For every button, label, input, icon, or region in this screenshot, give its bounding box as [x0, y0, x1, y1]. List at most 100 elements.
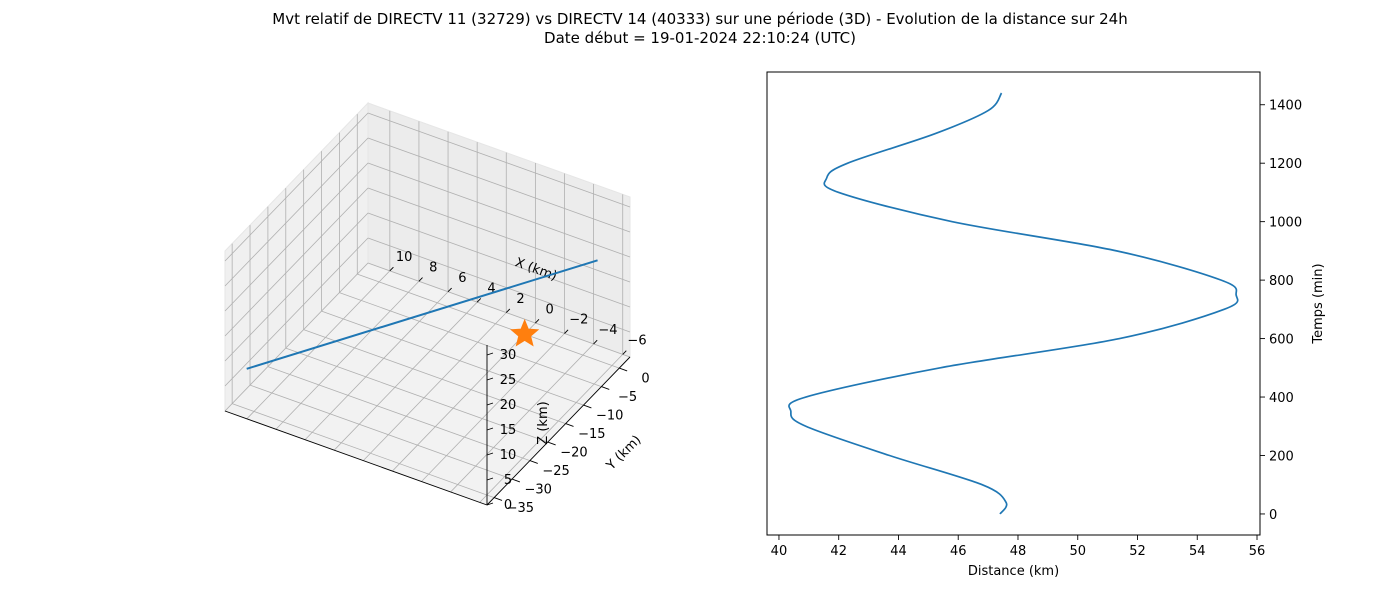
gridline-y — [232, 403, 495, 498]
x-tick-label: 44 — [890, 544, 907, 559]
z-tick — [486, 452, 494, 456]
gridline-z — [367, 187, 631, 283]
gridline-x — [333, 301, 478, 451]
x-tick-label: −6 — [627, 334, 646, 349]
x-tick — [505, 308, 511, 313]
figure-title: Mvt relatif de DIRECTV 11 (32729) vs DIR… — [0, 10, 1400, 48]
gridline-z — [224, 237, 369, 387]
x-tick-label: 8 — [429, 260, 437, 275]
title-line-1: Mvt relatif de DIRECTV 11 (32729) vs DIR… — [272, 10, 1128, 28]
gridline-x — [246, 270, 391, 420]
x-tick-label: 48 — [1010, 544, 1027, 559]
y-tick — [529, 460, 538, 464]
gridline-x — [304, 291, 449, 441]
y-tick-label: 1200 — [1269, 157, 1302, 172]
gridline-y — [321, 310, 584, 406]
x-tick — [622, 350, 627, 355]
z-tick — [486, 352, 494, 356]
x-tick-label: 50 — [1069, 544, 1086, 559]
y-tick — [619, 367, 628, 372]
gridline-y — [303, 329, 566, 424]
x-tick — [476, 298, 482, 303]
x-tick — [418, 277, 423, 282]
y-tick-label: 600 — [1269, 333, 1294, 348]
x-tick — [447, 287, 452, 293]
y-axis-label: Y (km) — [603, 433, 644, 474]
plot-frame — [766, 71, 1261, 536]
x-tick-label: 42 — [830, 544, 847, 559]
gridline-z — [224, 212, 369, 362]
gridline-x — [450, 343, 594, 493]
z-tick-label: 0 — [504, 498, 512, 513]
gridline-z — [224, 162, 369, 312]
z-tick-label: 15 — [500, 423, 517, 438]
origin-star-marker — [510, 318, 540, 347]
gridline-y — [285, 347, 548, 443]
y-tick-label: 1400 — [1269, 99, 1302, 114]
y-axis-label: Temps (min) — [1311, 263, 1326, 344]
x-axis-label: Distance (km) — [968, 564, 1059, 579]
x-tick — [593, 339, 598, 345]
gridline-z — [224, 262, 369, 412]
gridline-y — [339, 292, 602, 387]
y-tick — [547, 441, 556, 446]
x-tick-label: 54 — [1189, 544, 1206, 559]
gridline-z — [224, 112, 369, 262]
x-tick-label: 4 — [487, 281, 495, 296]
y-tick-label: −10 — [596, 409, 623, 424]
gridline-y — [249, 384, 513, 480]
x-tick-label: −4 — [598, 323, 617, 338]
x-tick-label: 52 — [1129, 544, 1146, 559]
gridline-z — [367, 212, 631, 308]
x-tick-label: 6 — [458, 271, 466, 286]
x-tick — [535, 319, 540, 324]
y-tick-label: −15 — [578, 427, 605, 442]
chart-3d: −6−4−202468100−5−10−15−20−25−30−35051015… — [224, 101, 650, 516]
y-tick-label: −20 — [560, 446, 587, 461]
z-tick-label: 20 — [500, 398, 517, 413]
y-tick-label: −25 — [542, 464, 569, 479]
z-tick — [486, 377, 494, 381]
x-tick-label: 0 — [546, 302, 554, 317]
gridline-z — [224, 187, 369, 337]
y-tick-label: −35 — [507, 501, 534, 516]
gridline-z — [367, 262, 631, 358]
x-tick-label: −2 — [569, 313, 588, 328]
y-tick-label: 800 — [1269, 274, 1294, 289]
y-tick — [601, 386, 610, 390]
y-tick — [583, 404, 592, 409]
gridline-y — [267, 366, 531, 461]
gridline-x — [275, 280, 420, 430]
y-tick-label: 0 — [641, 372, 649, 387]
gridline-x — [362, 312, 507, 461]
gridline-x — [479, 354, 624, 503]
y-tick-label: 400 — [1269, 391, 1294, 406]
y-tick — [565, 423, 574, 427]
x-tick — [564, 329, 569, 334]
gridline-x — [392, 322, 536, 472]
z-tick-label: 5 — [504, 473, 512, 488]
z-tick — [486, 427, 494, 431]
x-axis-line — [224, 410, 488, 506]
chart-distance-time: 40 42 44 46 48 50 52 54 56 0 200 400 600 800 1000 1200 1… — [766, 71, 1326, 579]
y-tick-label: −30 — [525, 483, 552, 498]
gridline-z — [367, 162, 631, 258]
x-tick-label: 2 — [516, 292, 524, 307]
gridline-z — [367, 137, 631, 233]
y-tick — [493, 497, 503, 501]
y-tick-label: 0 — [1269, 508, 1277, 523]
x-tick — [389, 266, 394, 272]
y-tick-label: 200 — [1269, 449, 1294, 464]
x-tick-label: 46 — [950, 544, 967, 559]
gridline-y — [357, 273, 620, 369]
x-tick-label: 56 — [1249, 544, 1266, 559]
gridline-z — [367, 237, 631, 333]
z-axis-label: Z (km) — [536, 401, 551, 444]
z-tick-label: 25 — [500, 373, 517, 388]
y-tick — [511, 478, 521, 483]
z-tick — [486, 477, 494, 481]
y-tick-label: 1000 — [1269, 216, 1302, 231]
z-tick-label: 30 — [500, 348, 517, 363]
title-line-2: Date début = 19-01-2024 22:10:24 (UTC) — [544, 29, 856, 47]
